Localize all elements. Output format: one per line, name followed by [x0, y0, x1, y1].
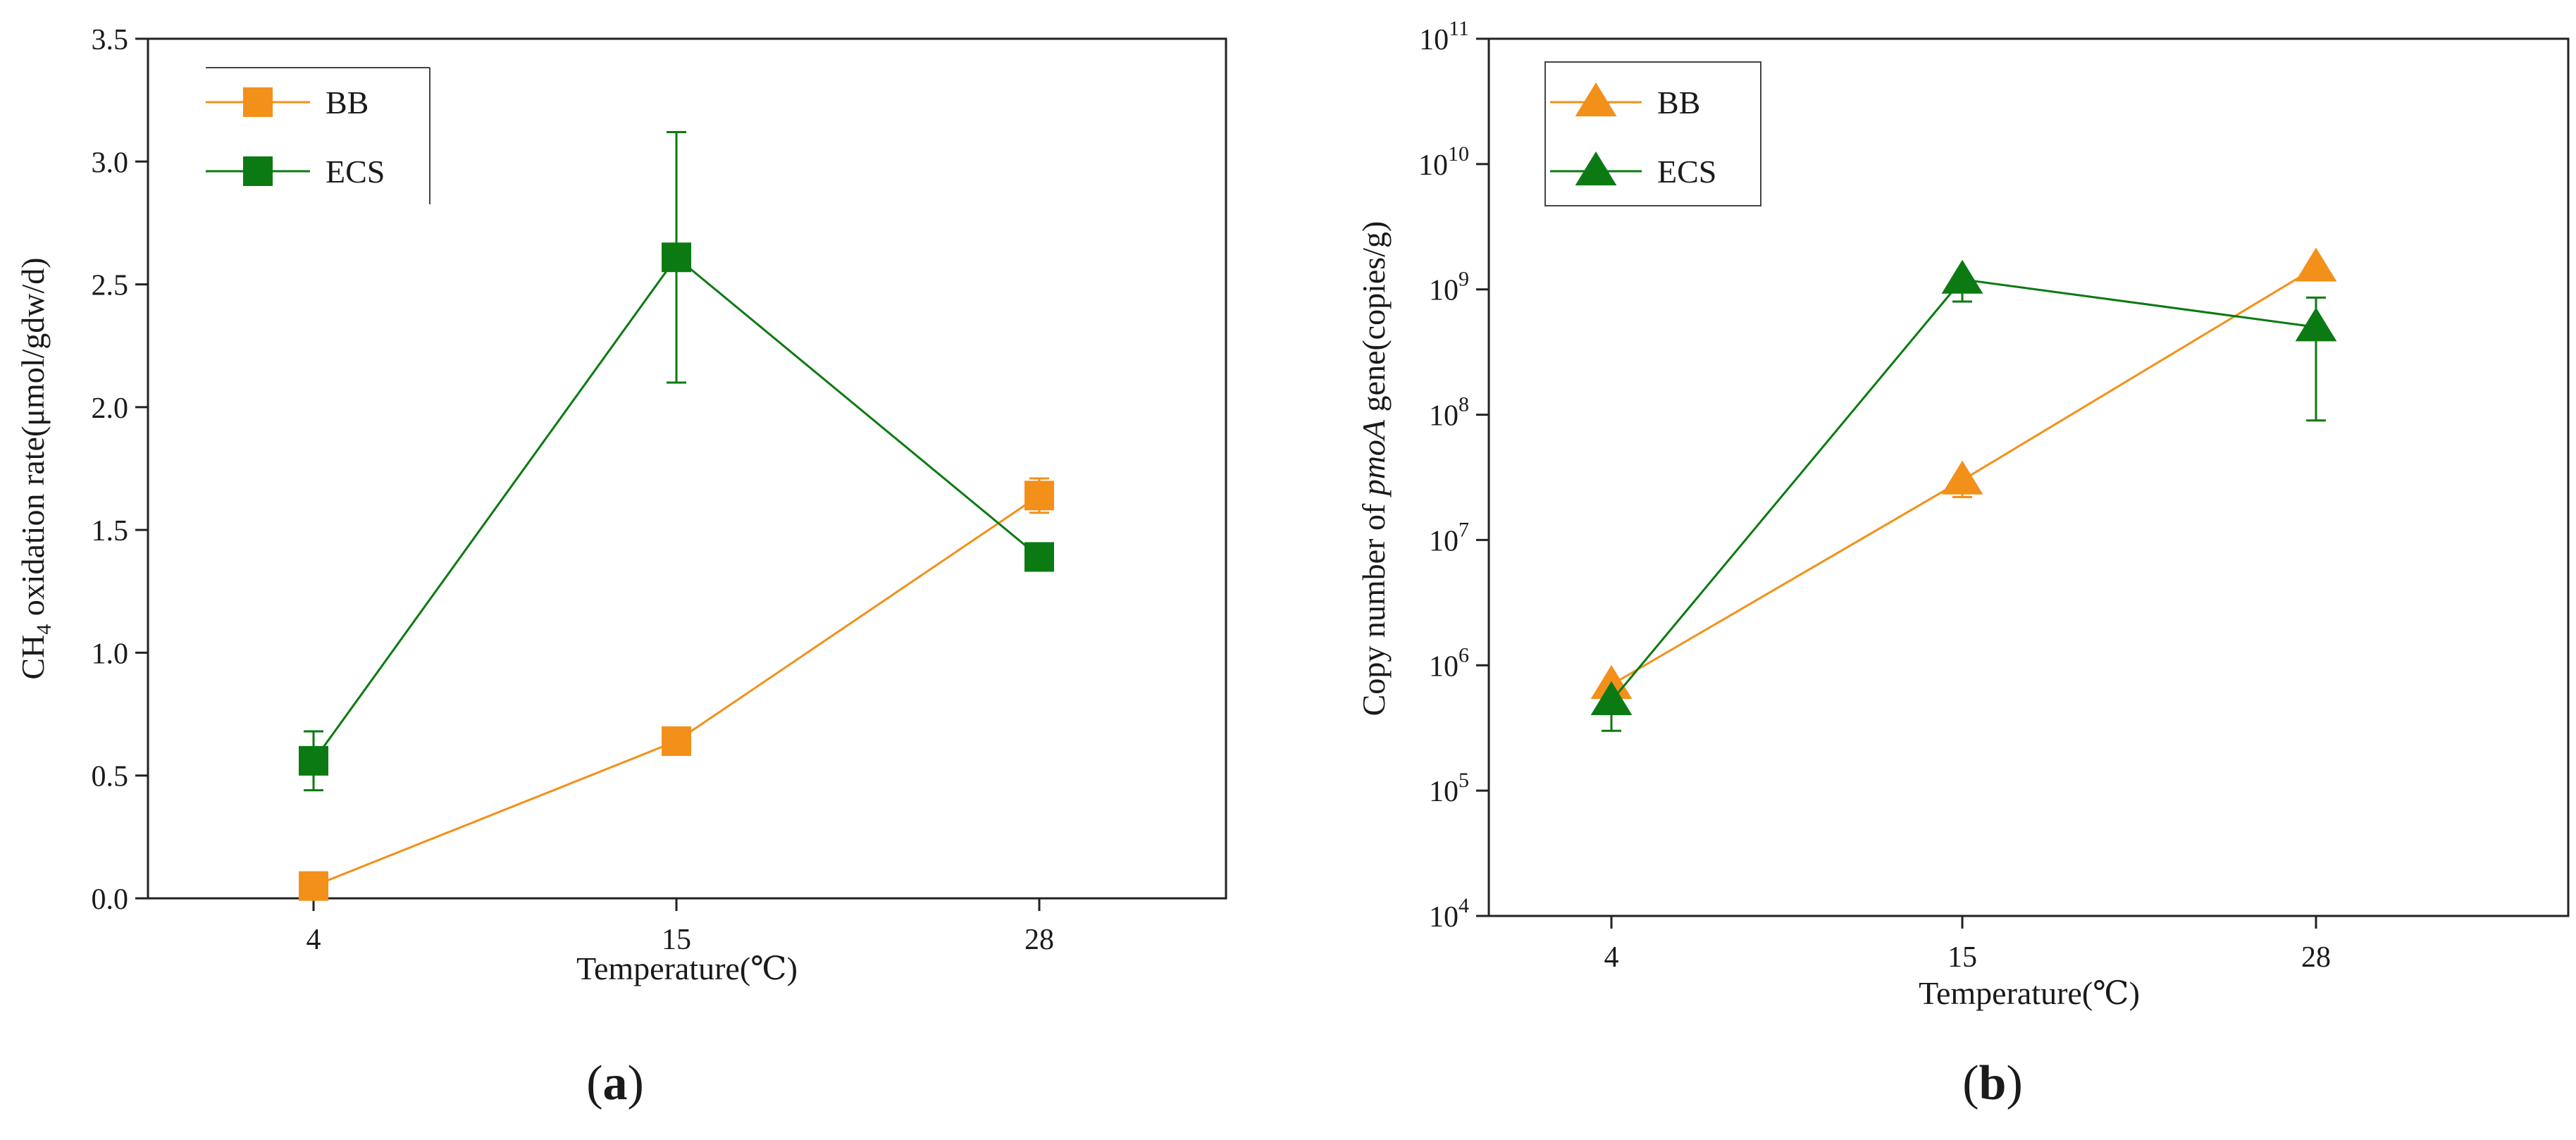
y-tick-label-exponent: 9: [1459, 268, 1469, 291]
x-tick-label: 4: [1604, 941, 1619, 974]
y-tick-label: 2.0: [92, 392, 129, 425]
panel-b-series: [1590, 247, 2337, 732]
y-tick-label-exponent: 5: [1459, 769, 1469, 792]
y-tick-label: 3.0: [92, 147, 129, 179]
y-tick-label-base: 10: [1429, 275, 1459, 307]
data-point-ecs: [299, 745, 328, 776]
panel-a-label: (a): [586, 1056, 644, 1110]
panel-b-plot-frame: [1487, 37, 2570, 917]
data-point-ecs: [1024, 542, 1054, 572]
legend-marker-bb: [1575, 82, 1617, 117]
legend-marker-ecs: [1575, 151, 1617, 186]
x-tick-label: 4: [306, 924, 321, 956]
data-point-ecs: [1941, 259, 1983, 294]
y-tick-label: 107: [1429, 518, 1469, 557]
panel-b-y-axis-label: Copy number of pmoA gene(copies/g): [1356, 221, 1392, 717]
panel-a-x-axis-label: Temperature(℃): [576, 950, 798, 986]
x-tick-label: 28: [2301, 941, 2331, 974]
panel-a-y-axis: 0.0 0.5 1.0 1.5 2.0 2.5 3.0 3.5: [92, 24, 148, 916]
y-tick-label-base: 10: [1429, 650, 1459, 683]
legend-label-bb: BB: [326, 85, 369, 120]
legend-marker-bb: [243, 87, 273, 117]
y-tick-label: 2.5: [92, 270, 129, 302]
y-tick-label: 109: [1429, 268, 1469, 307]
panel-a-plot-frame: [147, 37, 1227, 900]
legend-marker-ecs: [243, 156, 273, 186]
panel-a-legend: BB ECS: [206, 67, 431, 204]
data-point-bb: [2295, 247, 2337, 282]
y-tick-label: 1010: [1418, 142, 1469, 182]
data-point-ecs: [1590, 681, 1633, 715]
y-tick-label-exponent: 8: [1459, 393, 1469, 416]
data-point-bb: [1024, 481, 1054, 511]
y-tick-label-base: 10: [1429, 901, 1459, 934]
x-tick-label: 15: [1948, 941, 1977, 974]
y-tick-label: 3.5: [92, 24, 129, 56]
data-point-bb: [299, 871, 328, 901]
y-tick-label-base: 10: [1419, 24, 1449, 56]
legend-label-bb: BB: [1657, 85, 1700, 120]
data-point-ecs: [2295, 307, 2337, 342]
y-tick-label-exponent: 10: [1448, 142, 1469, 166]
y-tick-label-base: 10: [1418, 149, 1448, 182]
y-tick-label: 108: [1429, 393, 1469, 433]
panel-b-legend: BB ECS: [1544, 61, 1761, 206]
legend-label-ecs: ECS: [326, 154, 385, 190]
data-point-ecs: [662, 242, 691, 273]
y-tick-label-base: 10: [1429, 400, 1459, 433]
panel-a-y-axis-label: CH4 oxidation rate(μmol/gdw/d): [15, 257, 56, 679]
panel-b-x-axis-label: Temperature(℃): [1919, 975, 2140, 1011]
y-tick-label: 0.0: [92, 884, 129, 916]
panel-b-x-axis: 4 15 28: [1604, 916, 2331, 974]
panel-b-label: (b): [1962, 1056, 2023, 1110]
x-tick-label: 28: [1024, 924, 1054, 956]
legend-label-ecs: ECS: [1657, 154, 1716, 190]
panel-a-series: [299, 130, 1054, 901]
y-tick-label: 1011: [1419, 17, 1469, 56]
data-point-bb: [662, 726, 691, 756]
panel-a: 0.0 0.5 1.0 1.5 2.0 2.5 3.0 3.5 4 15 28 Temperatu…: [15, 24, 1227, 1110]
y-tick-label: 104: [1429, 894, 1469, 934]
data-point-bb: [1941, 460, 1983, 495]
y-tick-label-exponent: 6: [1459, 643, 1469, 667]
y-tick-label-base: 10: [1429, 776, 1459, 808]
x-tick-label: 15: [662, 924, 691, 956]
panel-a-x-axis: 4 15 28: [306, 898, 1054, 956]
y-tick-label-exponent: 11: [1449, 17, 1469, 40]
y-tick-label: 1.0: [92, 638, 129, 670]
y-tick-label-exponent: 4: [1459, 894, 1469, 917]
series-line-bb: [313, 495, 1040, 887]
y-tick-label: 0.5: [92, 761, 129, 793]
y-tick-label-base: 10: [1429, 525, 1459, 557]
y-tick-label: 105: [1429, 769, 1469, 808]
y-tick-label: 1.5: [92, 515, 129, 547]
y-tick-label-exponent: 7: [1459, 518, 1469, 541]
y-tick-label: 106: [1429, 643, 1469, 683]
